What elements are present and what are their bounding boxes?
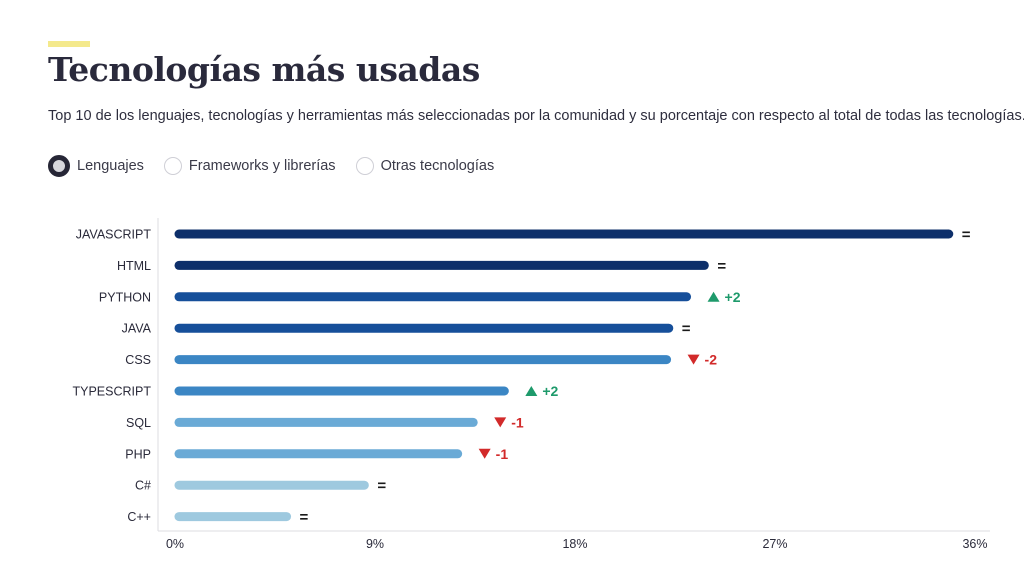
filter-label: Frameworks y librerías: [188, 158, 336, 174]
rank-change-label: =: [377, 478, 386, 495]
category-label: CSS: [125, 353, 151, 367]
category-label: SQL: [126, 416, 151, 430]
down-arrow-icon: [478, 448, 491, 459]
rank-change-label: -1: [496, 446, 509, 462]
title-accent-bar: [48, 41, 90, 47]
rank-change-label: +2: [725, 289, 741, 305]
category-label: PHP: [125, 447, 151, 461]
rank-change-label: +2: [542, 383, 558, 399]
filter-label: Otras tecnologías: [380, 158, 495, 174]
up-arrow-icon: [525, 386, 538, 396]
radio-button-icon[interactable]: [163, 157, 182, 175]
category-label: TYPESCRIPT: [73, 385, 152, 399]
rank-change-label: -1: [511, 414, 524, 430]
x-tick-label: 0%: [166, 537, 184, 551]
rank-change-label: =: [300, 509, 309, 526]
x-tick-label: 18%: [562, 537, 587, 551]
down-arrow-icon: [494, 417, 507, 428]
rank-change-label: =: [682, 321, 691, 338]
category-label: HTML: [117, 259, 151, 273]
x-tick-label: 9%: [366, 537, 384, 551]
x-tick-label: 36%: [962, 537, 987, 551]
filter-option-frameworks[interactable]: Frameworks y librerías: [163, 157, 336, 175]
category-filter: Lenguajes Frameworks y librerías Otras t…: [48, 155, 514, 177]
page-subtitle: Top 10 de los lenguajes, tecnologías y h…: [48, 108, 1024, 124]
category-label: PYTHON: [99, 290, 151, 304]
up-arrow-icon: [707, 291, 720, 302]
radio-button-icon[interactable]: [48, 155, 70, 177]
filter-label: Lenguajes: [77, 158, 144, 174]
filter-option-lenguajes[interactable]: Lenguajes: [48, 155, 144, 177]
down-arrow-icon: [687, 354, 700, 365]
page-title: Tecnologías más usadas: [48, 50, 480, 89]
x-tick-label: 27%: [762, 537, 787, 551]
bar-chart: JAVASCRIPT = HTML = PYTHON +2 JAVA = CSS -2 TYPESC…: [73, 218, 990, 551]
category-label: C++: [127, 510, 151, 524]
category-label: C#: [135, 479, 151, 493]
rank-change-label: =: [962, 227, 971, 244]
category-label: JAVASCRIPT: [76, 228, 152, 242]
radio-button-icon[interactable]: [355, 157, 374, 175]
rank-change-label: =: [717, 258, 726, 275]
category-label: JAVA: [122, 322, 152, 336]
filter-option-otras[interactable]: Otras tecnologías: [355, 157, 495, 175]
rank-change-label: -2: [705, 352, 718, 368]
